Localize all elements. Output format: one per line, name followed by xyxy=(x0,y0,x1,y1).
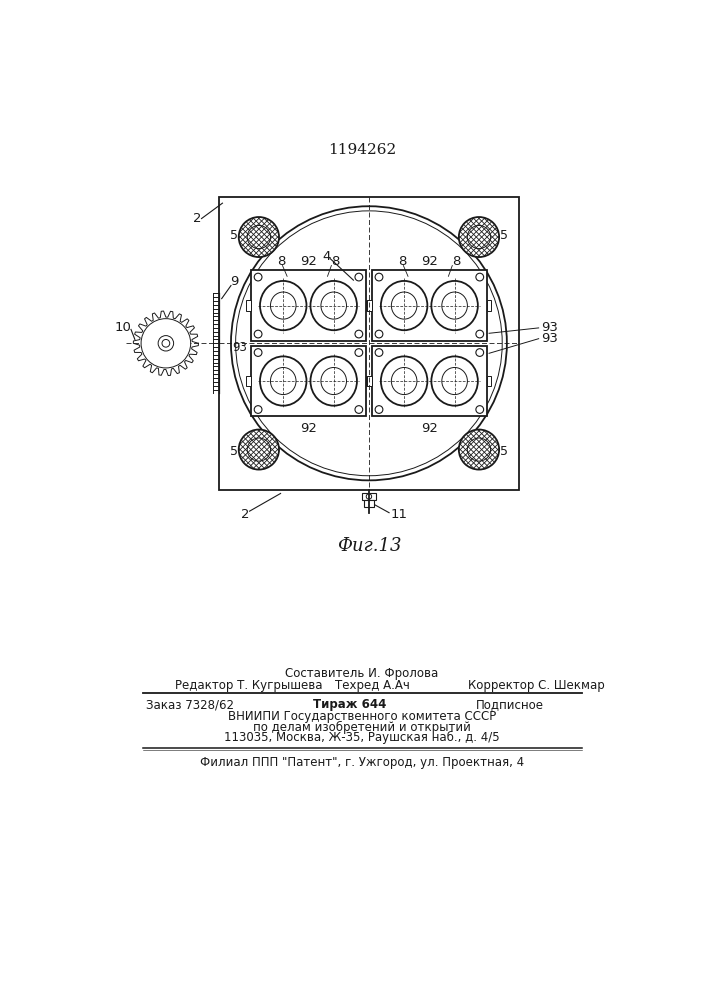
Circle shape xyxy=(141,319,191,368)
Bar xyxy=(218,197,519,490)
Text: 2: 2 xyxy=(192,212,201,225)
Text: 10: 10 xyxy=(115,321,132,334)
Text: 113035, Москва, Ж-35, Раушская наб., д. 4/5: 113035, Москва, Ж-35, Раушская наб., д. … xyxy=(224,731,500,744)
Bar xyxy=(368,376,372,386)
Text: Техред А.Ач: Техред А.Ач xyxy=(335,679,409,692)
Circle shape xyxy=(355,406,363,413)
Bar xyxy=(372,346,486,416)
Circle shape xyxy=(476,330,484,338)
Circle shape xyxy=(375,273,383,281)
Text: Филиал ППП "Патент", г. Ужгород, ул. Проектная, 4: Филиал ППП "Патент", г. Ужгород, ул. Про… xyxy=(200,756,524,769)
Text: Составитель И. Фролова: Составитель И. Фролова xyxy=(286,667,438,680)
Circle shape xyxy=(476,406,484,413)
Bar xyxy=(366,300,370,311)
Circle shape xyxy=(239,217,279,257)
Text: 8: 8 xyxy=(452,255,460,268)
Ellipse shape xyxy=(260,356,307,406)
Ellipse shape xyxy=(260,281,307,330)
Text: 93: 93 xyxy=(541,332,558,345)
Circle shape xyxy=(239,430,279,470)
Text: 93: 93 xyxy=(541,321,558,334)
Circle shape xyxy=(355,273,363,281)
Circle shape xyxy=(375,330,383,338)
Text: 92: 92 xyxy=(421,255,438,268)
Circle shape xyxy=(255,349,262,356)
Bar xyxy=(247,300,251,311)
Ellipse shape xyxy=(381,356,428,406)
Bar xyxy=(486,376,491,386)
Circle shape xyxy=(355,330,363,338)
Bar xyxy=(366,376,370,386)
Bar xyxy=(251,270,366,341)
Text: 93: 93 xyxy=(233,341,247,354)
Circle shape xyxy=(158,336,174,351)
Bar xyxy=(486,300,491,311)
Circle shape xyxy=(255,406,262,413)
Bar xyxy=(372,270,486,341)
Text: 92: 92 xyxy=(300,255,317,268)
Text: 5: 5 xyxy=(230,445,238,458)
Text: 4: 4 xyxy=(322,250,330,263)
Circle shape xyxy=(459,217,499,257)
Text: 8: 8 xyxy=(278,255,286,268)
Ellipse shape xyxy=(381,281,428,330)
Text: 5: 5 xyxy=(230,229,238,242)
Text: Корректор С. Шекмар: Корректор С. Шекмар xyxy=(468,679,605,692)
Circle shape xyxy=(459,430,499,470)
Text: 5: 5 xyxy=(500,445,508,458)
Text: по делам изобретений и открытий: по делам изобретений и открытий xyxy=(253,721,471,734)
Circle shape xyxy=(255,330,262,338)
Text: 92: 92 xyxy=(300,422,317,435)
Bar xyxy=(251,346,366,416)
Ellipse shape xyxy=(431,356,478,406)
Text: Заказ 7328/62: Заказ 7328/62 xyxy=(146,698,235,711)
Text: Фиг.13: Фиг.13 xyxy=(337,537,401,555)
Ellipse shape xyxy=(431,281,478,330)
Text: 5: 5 xyxy=(500,229,508,242)
Circle shape xyxy=(355,349,363,356)
Circle shape xyxy=(375,349,383,356)
Circle shape xyxy=(476,273,484,281)
Text: 2: 2 xyxy=(242,508,250,521)
Bar xyxy=(247,376,251,386)
Text: Редактор Т. Кугрышева: Редактор Т. Кугрышева xyxy=(175,679,322,692)
Ellipse shape xyxy=(310,281,357,330)
Circle shape xyxy=(375,406,383,413)
Text: 11: 11 xyxy=(391,508,408,521)
Ellipse shape xyxy=(310,356,357,406)
Text: 8: 8 xyxy=(399,255,407,268)
Text: ВНИИПИ Государственного комитета СССР: ВНИИПИ Государственного комитета СССР xyxy=(228,710,496,723)
Circle shape xyxy=(476,349,484,356)
Text: 8: 8 xyxy=(331,255,339,268)
Bar xyxy=(368,300,372,311)
Polygon shape xyxy=(134,311,199,376)
Text: 1194262: 1194262 xyxy=(328,143,396,157)
Text: Подписное: Подписное xyxy=(476,698,544,711)
Bar xyxy=(362,493,376,500)
Text: Тираж 644: Тираж 644 xyxy=(313,698,387,711)
Circle shape xyxy=(255,273,262,281)
Text: 92: 92 xyxy=(421,422,438,435)
Text: 9: 9 xyxy=(230,275,238,288)
Bar xyxy=(364,500,373,507)
